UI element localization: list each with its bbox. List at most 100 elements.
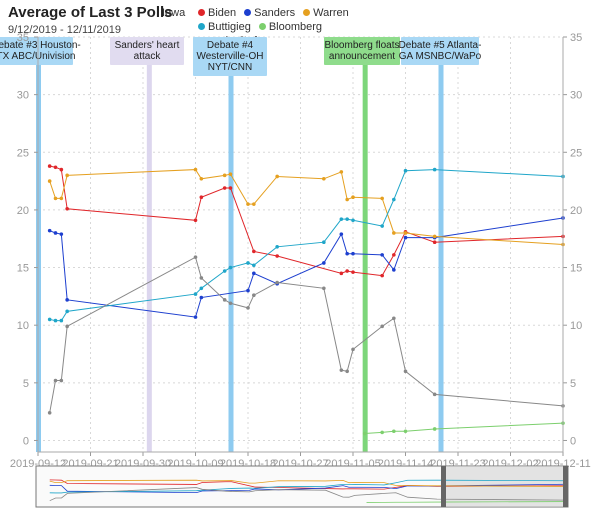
event-label-text: announcement <box>329 51 395 62</box>
point-warren <box>432 234 437 239</box>
point-biden <box>392 253 396 257</box>
point-sanders <box>199 295 204 300</box>
point-warren <box>403 231 408 235</box>
overview-handle-left[interactable] <box>441 466 446 507</box>
overview-line-buttigieg <box>49 479 567 494</box>
legend-item-sanders[interactable]: Sanders <box>244 6 295 20</box>
point-sanders <box>252 271 256 276</box>
point-buttigieg <box>252 263 256 268</box>
legend-swatch <box>258 23 266 30</box>
y-tick-label-left: 25 <box>17 147 29 159</box>
point-warren <box>345 197 349 202</box>
point-undecref <box>47 411 52 415</box>
point-warren <box>322 176 326 181</box>
event-label-text: Debate #5 Atlanta- <box>399 40 482 51</box>
event-label-box <box>0 37 73 65</box>
legend-item-bloomberg[interactable]: Bloomberg <box>258 20 322 34</box>
legend-item-warren[interactable]: Warren <box>303 6 349 20</box>
point-undecref <box>351 347 355 352</box>
point-undecref <box>193 255 198 259</box>
point-sanders <box>193 315 198 319</box>
event-label-text: Westerville-OH <box>196 51 263 62</box>
point-undecref <box>65 324 69 329</box>
point-undecref <box>275 280 279 285</box>
point-warren <box>199 176 204 181</box>
event-label-text: Sanders' heart <box>115 40 180 51</box>
point-undecref <box>246 306 250 310</box>
legend-item-biden[interactable]: Biden <box>198 6 236 20</box>
y-tick-label-left: 20 <box>17 205 29 217</box>
series-line-bloomberg <box>364 422 564 435</box>
series-line-warren <box>49 169 564 245</box>
point-biden <box>65 206 69 211</box>
series-line-biden <box>49 165 564 277</box>
state-label: Iowa <box>162 7 186 19</box>
point-sanders <box>53 231 58 235</box>
overview-line-bloomberg <box>366 501 567 503</box>
point-warren <box>59 196 64 201</box>
y-tick-label-right: 15 <box>570 263 582 275</box>
point-buttigieg <box>228 265 233 270</box>
y-tick-label-right: 20 <box>570 205 582 217</box>
event-label-box <box>324 37 400 65</box>
point-buttigieg <box>345 217 349 221</box>
legend-label: Warren <box>313 7 349 19</box>
point-sanders <box>246 288 250 293</box>
point-warren <box>275 174 279 179</box>
point-buttigieg <box>199 286 204 291</box>
event-label-text: GA MSNBC/WaPo <box>399 51 482 62</box>
overview-handle-right[interactable] <box>563 466 568 507</box>
point-buttigieg <box>222 269 227 273</box>
event-line <box>362 37 368 452</box>
legend-swatch <box>198 23 205 30</box>
y-tick-label-left: 5 <box>23 378 29 390</box>
point-warren <box>222 173 227 178</box>
point-undecref <box>228 301 233 306</box>
point-buttigieg <box>403 168 408 173</box>
point-undecref <box>199 276 204 280</box>
point-sanders <box>403 235 408 240</box>
y-tick-label-right: 25 <box>570 147 582 159</box>
point-warren <box>53 196 58 201</box>
point-sanders <box>339 232 344 236</box>
point-biden <box>222 186 227 190</box>
legend-label: Buttigieg <box>208 21 251 33</box>
overview-navigator[interactable] <box>35 465 569 508</box>
legend-item-buttigieg[interactable]: Buttigieg <box>198 20 251 34</box>
point-sanders <box>65 298 69 302</box>
point-undecref <box>345 369 349 374</box>
point-bloomberg <box>392 429 396 434</box>
event-label-box <box>193 37 267 76</box>
point-warren <box>339 170 344 174</box>
event-line <box>438 37 444 452</box>
event-label-box <box>110 37 184 65</box>
point-buttigieg <box>59 318 64 323</box>
point-undecref <box>403 369 408 374</box>
event-label: Debate #3 Houston-TX ABC/Univision <box>0 37 81 65</box>
point-warren <box>228 172 233 176</box>
event-line <box>146 37 152 452</box>
point-warren <box>252 202 256 206</box>
point-sanders <box>47 228 52 233</box>
legend-swatch <box>198 9 205 16</box>
point-buttigieg <box>65 309 69 314</box>
point-buttigieg <box>53 318 58 323</box>
overview-line-warren <box>49 479 567 487</box>
event-label-text: Debate #4 <box>207 40 254 51</box>
point-biden <box>345 269 349 273</box>
legend-label: Sanders <box>254 7 296 19</box>
chart-title: Average of Last 3 Polls <box>8 4 173 21</box>
point-biden <box>275 254 279 258</box>
point-biden <box>228 186 233 190</box>
point-biden <box>193 218 198 223</box>
event-lines <box>36 37 444 452</box>
event-label-text: NYT/CNN <box>208 62 252 73</box>
event-label: Debate #5 Atlanta-GA MSNBC/WaPo <box>399 37 482 65</box>
y-tick-label-left: 35 <box>17 32 29 44</box>
point-sanders <box>392 268 396 272</box>
event-line <box>228 37 234 452</box>
y-tick-label-right: 0 <box>570 435 576 447</box>
